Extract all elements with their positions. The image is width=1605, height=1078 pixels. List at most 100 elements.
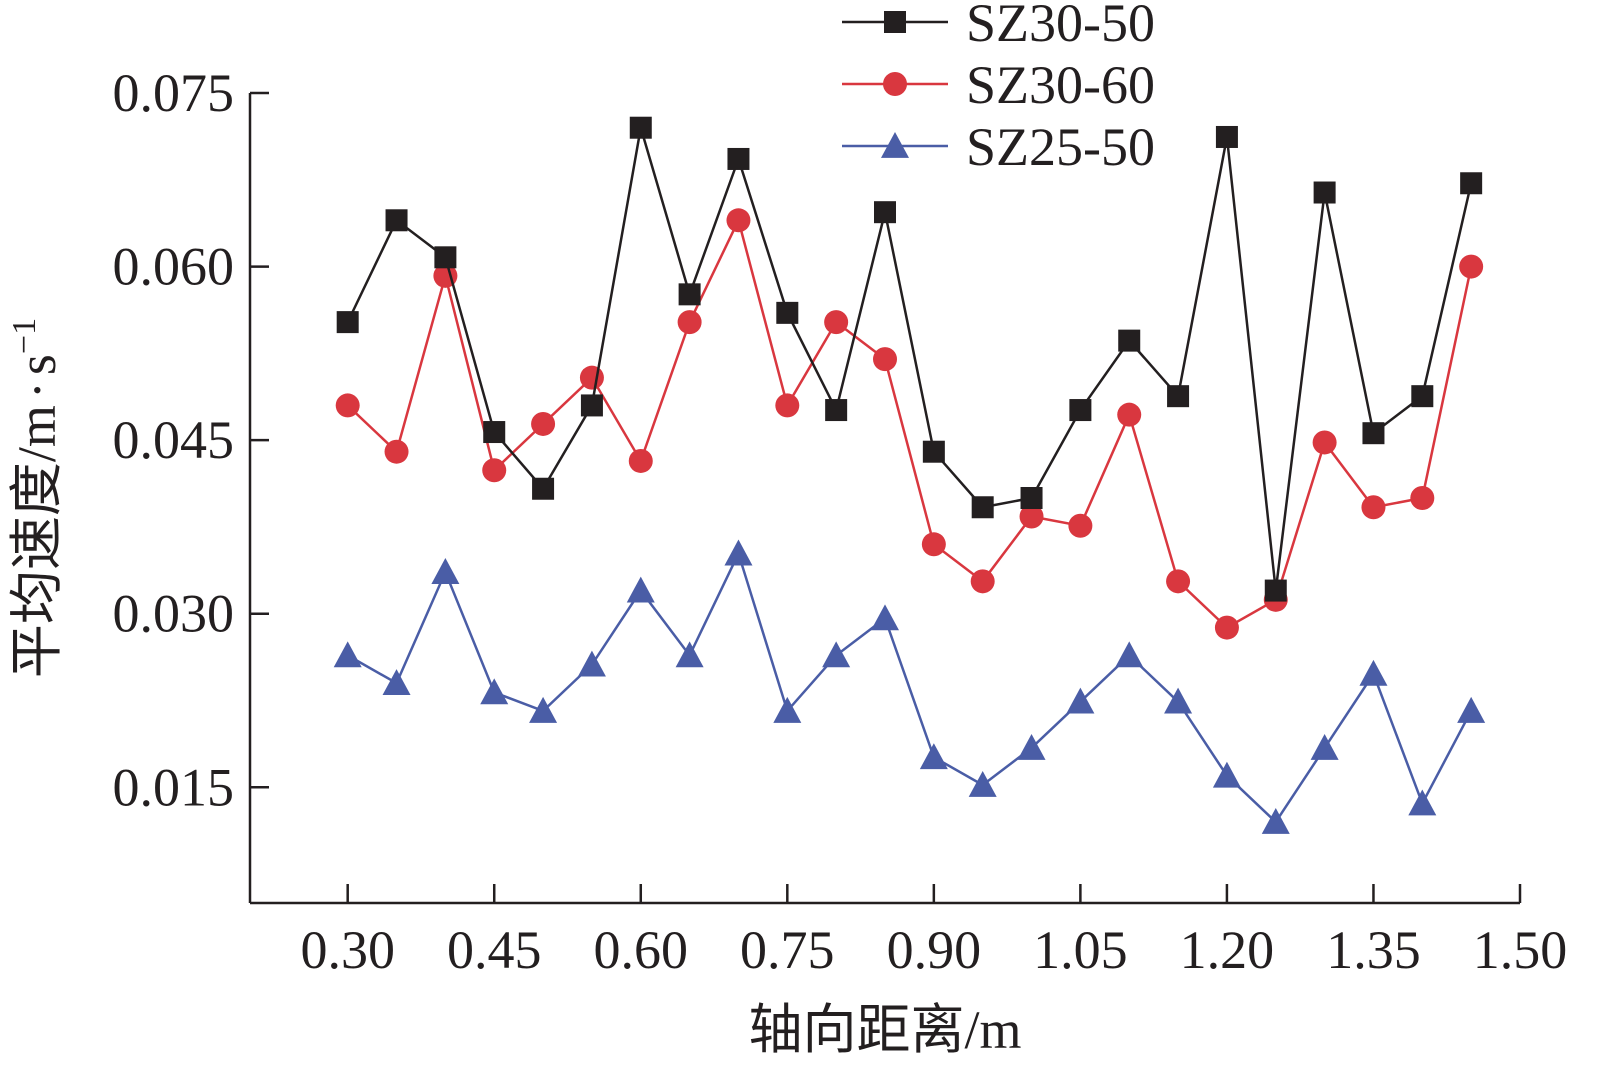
legend-marker [884, 11, 906, 33]
data-point [921, 532, 946, 557]
data-point [480, 678, 509, 705]
y-axis-title-exponent: −1 [6, 318, 43, 354]
legend-label: SZ25-50 [966, 117, 1155, 177]
axes [248, 93, 1520, 905]
data-point [1115, 641, 1144, 668]
data-point [919, 743, 948, 770]
y-axis-title-base: 平均速度/m [7, 405, 67, 678]
y-tick-label: 0.030 [113, 584, 235, 644]
y-ticks: 0.015 0.030 0.045 0.060 0.075 [113, 63, 269, 817]
data-point [1411, 385, 1434, 408]
data-point [579, 365, 604, 390]
y-tick-label: 0.045 [113, 410, 235, 470]
data-point [335, 393, 360, 418]
y-tick-label: 0.015 [113, 757, 235, 817]
series-line [346, 216, 1473, 630]
x-tick-label: 1.20 [1180, 920, 1275, 980]
data-point [531, 411, 556, 436]
legend-item: SZ30-50 [842, 0, 1155, 53]
x-tick-label: 0.60 [594, 920, 689, 980]
data-point [1264, 579, 1287, 602]
data-point [726, 208, 751, 233]
y-tick-label: 0.075 [113, 63, 235, 123]
data-point [773, 696, 802, 723]
data-point [822, 641, 851, 668]
data-point [825, 399, 848, 422]
data-point [775, 393, 800, 418]
data-point [577, 650, 606, 677]
series-line [347, 550, 1473, 824]
data-point [971, 496, 994, 519]
series-SZ30-60 [335, 208, 1484, 640]
data-point [626, 576, 655, 603]
data-point [482, 458, 507, 483]
x-tick-label: 1.50 [1473, 920, 1568, 980]
x-tick-label: 0.45 [447, 920, 542, 980]
data-point [1460, 172, 1483, 195]
data-point [1117, 402, 1142, 427]
data-point [1359, 659, 1388, 686]
data-point [724, 539, 753, 566]
data-point [483, 421, 506, 444]
y-axis-title: 平均速度/m · s−1 [6, 318, 67, 678]
legend-label: SZ30-60 [966, 55, 1155, 115]
data-point [336, 311, 359, 334]
data-point [1020, 487, 1043, 509]
data-point [677, 310, 702, 335]
data-point [385, 209, 408, 232]
data-point [970, 569, 995, 594]
x-axis-title: 轴向距离/m [748, 1000, 1021, 1060]
data-point [874, 201, 896, 224]
series-SZ25-50 [333, 539, 1486, 834]
data-point [1215, 125, 1238, 148]
data-point [824, 310, 849, 335]
legend-item: SZ30-60 [842, 55, 1155, 115]
y-tick-label: 0.060 [113, 237, 235, 297]
x-tick-label: 1.05 [1033, 920, 1128, 980]
data-point [873, 347, 897, 372]
data-point [1457, 696, 1486, 723]
data-point [333, 641, 362, 668]
data-point [1313, 181, 1336, 204]
data-point [1069, 399, 1092, 422]
data-point [727, 147, 750, 170]
data-point [431, 558, 460, 584]
legend-marker [881, 132, 909, 158]
data-point [1362, 422, 1385, 445]
data-point [1459, 254, 1484, 279]
data-point [675, 641, 704, 668]
data-point [1408, 789, 1437, 816]
data-point [1410, 486, 1435, 510]
data-point [629, 116, 652, 139]
data-point [1019, 504, 1044, 529]
data-point [1068, 513, 1093, 538]
series-line [346, 127, 1473, 591]
legend-item: SZ25-50 [842, 117, 1155, 177]
data-point [1312, 430, 1337, 455]
data-point [1212, 761, 1241, 788]
y-axis-title-dot: · [7, 381, 67, 399]
data-point [384, 439, 409, 464]
data-point [678, 283, 701, 306]
series-layer [333, 116, 1486, 834]
legend-marker [883, 72, 907, 96]
data-point [434, 246, 457, 269]
data-point [968, 770, 997, 797]
data-point [1214, 615, 1239, 640]
x-tick-label: 0.30 [300, 920, 395, 980]
data-point [1066, 687, 1095, 714]
x-tick-label: 0.75 [740, 920, 835, 980]
data-point [776, 301, 799, 324]
x-tick-label: 1.35 [1326, 920, 1421, 980]
x-tick-label: 0.90 [887, 920, 982, 980]
data-point [628, 448, 653, 473]
data-point [1017, 733, 1046, 760]
data-point [1166, 569, 1191, 594]
data-point [871, 604, 899, 631]
data-point [529, 696, 558, 723]
data-point [1310, 733, 1339, 760]
series-SZ30-50 [336, 116, 1483, 602]
data-point [532, 477, 555, 500]
